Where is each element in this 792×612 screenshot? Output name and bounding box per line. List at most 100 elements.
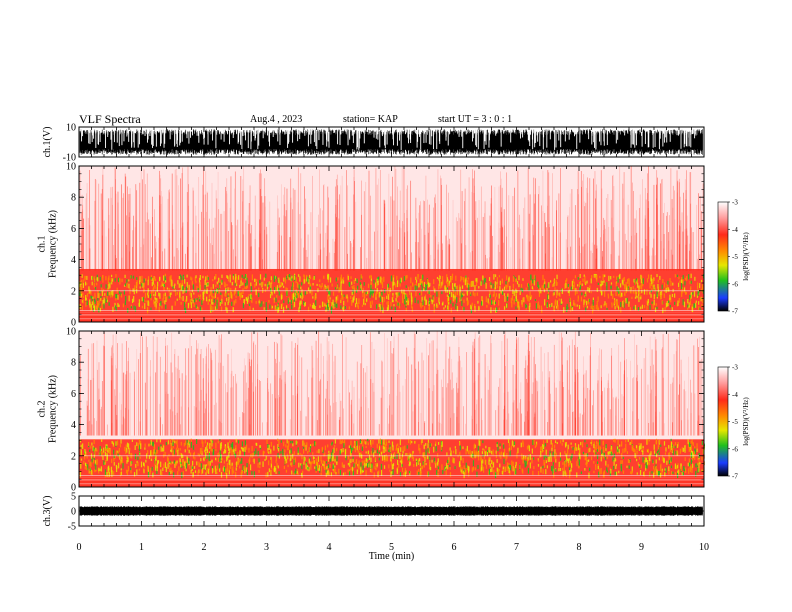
noise-streak [476, 423, 478, 436]
noise-streak [649, 226, 650, 271]
noise-streak [286, 188, 288, 271]
noise-streak [680, 373, 682, 436]
psd-speckle [600, 456, 602, 462]
noise-streak [589, 355, 591, 436]
psd-speckle [648, 439, 650, 442]
noise-streak [284, 204, 286, 271]
psd-speckle [164, 300, 166, 305]
psd-speckle [563, 461, 566, 467]
psd-speckle [162, 467, 164, 471]
psd-speckle [204, 440, 206, 444]
noise-streak [121, 343, 123, 436]
noise-streak [205, 356, 207, 436]
psd-speckle [148, 443, 150, 447]
psd-speckle [452, 295, 454, 302]
noise-streak [498, 186, 500, 271]
psd-speckle [468, 471, 470, 477]
psd-speckle [396, 281, 399, 288]
psd-speckle [258, 458, 260, 463]
noise-streak [379, 170, 381, 271]
psd-speckle [616, 299, 618, 302]
psd-speckle [392, 455, 394, 460]
psd-speckle [229, 459, 231, 466]
psd-speckle [288, 277, 290, 281]
psd-speckle [281, 303, 283, 307]
psd-speckle [585, 291, 587, 297]
psd-speckle [268, 444, 270, 450]
psd-speckle [216, 465, 218, 471]
noise-streak [685, 190, 687, 271]
psd-speckle [315, 441, 317, 446]
psd-speckle [214, 276, 216, 280]
psd-speckle [154, 279, 156, 282]
psd-speckle [319, 305, 321, 308]
noise-streak [424, 422, 425, 436]
noise-streak [468, 177, 470, 271]
noise-streak [165, 345, 167, 436]
psd-speckle [398, 463, 400, 468]
psd-speckle [388, 464, 390, 469]
psd-speckle [473, 443, 476, 449]
psd-speckle [99, 468, 101, 472]
psd-speckle [673, 444, 675, 449]
psd-speckle [388, 440, 390, 443]
psd-speckle [219, 443, 222, 449]
noise-streak [397, 333, 399, 436]
psd-speckle [423, 452, 426, 456]
psd-speckle [537, 470, 540, 476]
noise-streak [612, 388, 613, 436]
psd-speckle [492, 460, 494, 465]
noise-streak [249, 246, 251, 271]
noise-streak [529, 241, 531, 271]
noise-streak [521, 238, 523, 271]
noise-streak [547, 422, 549, 436]
psd-speckle [298, 284, 300, 290]
psd-speckle [199, 296, 201, 300]
psd-speckle [669, 294, 671, 300]
noise-streak [612, 227, 614, 271]
noise-streak [655, 350, 657, 436]
psd-speckle [307, 287, 310, 291]
noise-streak [79, 411, 81, 436]
psd-speckle [245, 297, 248, 301]
psd-speckle [698, 301, 700, 305]
noise-streak [206, 192, 208, 271]
noise-streak [125, 407, 126, 436]
noise-streak [690, 379, 691, 436]
psd-speckle [688, 468, 690, 474]
noise-streak [279, 378, 281, 436]
noise-streak [166, 372, 168, 436]
psd-speckle [555, 455, 557, 460]
noise-streak [519, 214, 520, 271]
noise-streak [276, 341, 278, 436]
psd-speckle [411, 306, 413, 312]
noise-streak [156, 241, 158, 271]
psd-speckle [181, 279, 183, 285]
waveform-gap [537, 128, 539, 142]
waveform-gap [410, 128, 412, 143]
waveform-gap [381, 128, 383, 137]
waveform-gap [431, 128, 433, 137]
noise-streak [514, 373, 516, 436]
noise-streak [249, 362, 251, 436]
psd-speckle [420, 302, 422, 309]
noise-streak [205, 363, 207, 436]
noise-streak [234, 188, 235, 271]
psd-speckle [213, 299, 215, 303]
noise-streak [211, 380, 213, 436]
psd-speckle [653, 299, 655, 306]
psd-speckle [701, 469, 703, 473]
waveform-gap [358, 128, 360, 149]
noise-streak [169, 189, 170, 271]
noise-streak [490, 203, 492, 271]
psd-speckle [98, 307, 100, 313]
noise-streak [399, 220, 401, 271]
psd-speckle [636, 278, 638, 282]
waveform-gap [528, 128, 530, 142]
psd-speckle [304, 291, 306, 296]
noise-streak [510, 247, 512, 271]
waveform-gap [615, 128, 617, 144]
noise-streak [139, 421, 141, 436]
noise-streak [562, 364, 563, 436]
psd-speckle [345, 296, 347, 299]
